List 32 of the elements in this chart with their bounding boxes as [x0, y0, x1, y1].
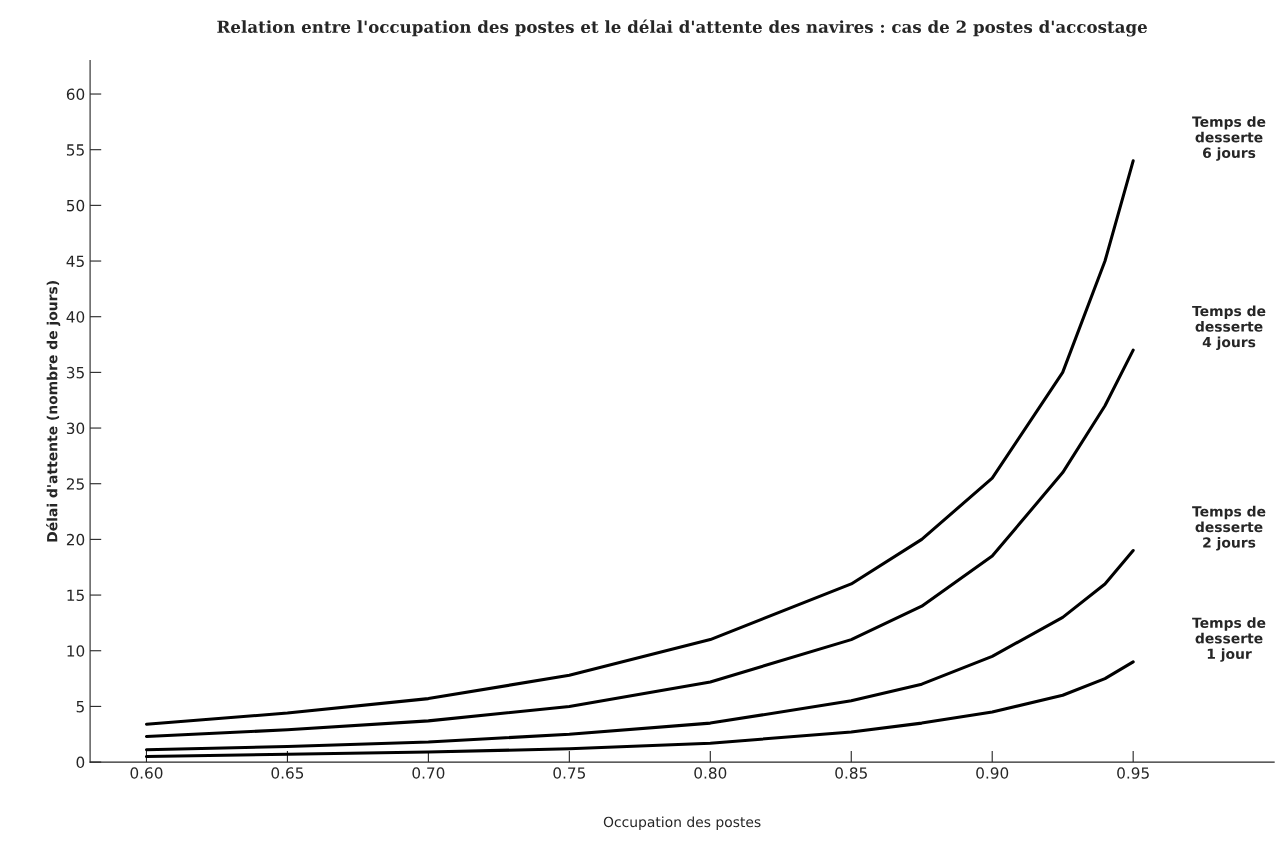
x-tick-label: 0.95 — [1117, 767, 1149, 779]
y-tick-label: 5 — [76, 701, 84, 713]
y-tick-label: 0 — [76, 756, 85, 769]
line-series — [144, 549, 1135, 752]
x-tick-label: 0.65 — [271, 767, 304, 779]
y-tick-label: 25 — [66, 478, 84, 490]
y-tick-label: 35 — [66, 366, 84, 379]
y-axis-title: Délai d'attente (nombre de jours) — [46, 281, 61, 542]
x-tick-label: 0.85 — [835, 767, 867, 779]
y-tick-label: 50 — [66, 199, 85, 212]
y-tick-label: 55 — [66, 144, 84, 156]
x-axis-title: Occupation des postes — [603, 816, 761, 830]
x-tick-label: 0.70 — [412, 767, 445, 779]
x-tick-label: 0.75 — [553, 767, 586, 779]
y-tick-label: 10 — [67, 645, 85, 657]
x-tick-label: 0.80 — [694, 767, 727, 779]
y-tick-label: 60 — [66, 88, 85, 101]
y-tick-label: 40 — [66, 311, 85, 323]
text: Temps de desserte 6 jours — [1192, 116, 1266, 161]
line-series — [144, 348, 1135, 738]
y-tick-label: 30 — [66, 422, 85, 435]
line-series — [144, 159, 1135, 726]
y-tick-label: 20 — [66, 533, 85, 546]
y-tick-label: 15 — [67, 589, 84, 602]
x-tick-label: 0.60 — [130, 767, 163, 779]
text: Temps de desserte 2 jours — [1192, 505, 1266, 551]
y-tick-label: 45 — [66, 255, 84, 268]
text: Temps de desserte 1 jour — [1192, 617, 1266, 662]
text: Temps de desserte 4 jours — [1192, 305, 1266, 351]
chart-title: Relation entre l'occupation des postes et le délai d'attente des navires : cas de 2 postes d'accostage — [217, 19, 1147, 37]
line-series — [144, 660, 1135, 759]
x-tick-label: 0.90 — [976, 767, 1009, 779]
